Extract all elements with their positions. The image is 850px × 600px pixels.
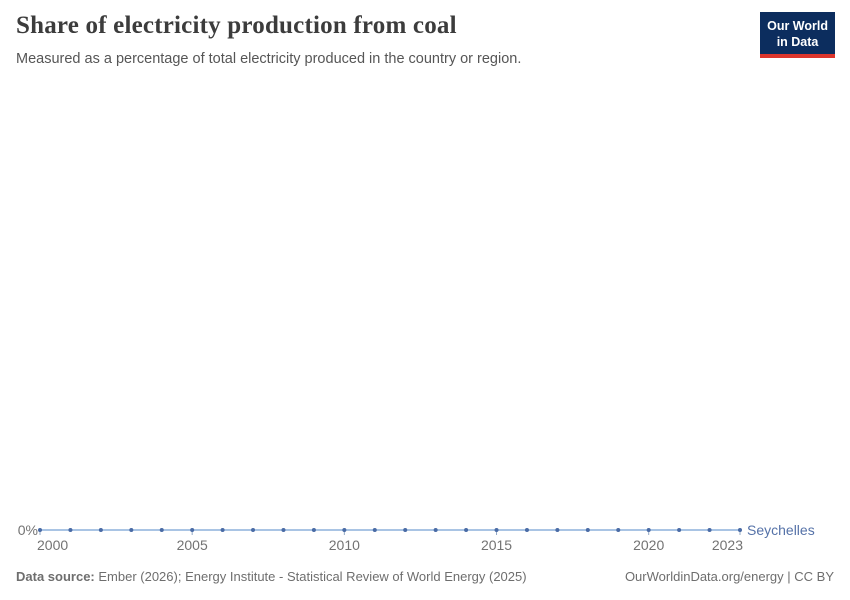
data-point [677, 528, 682, 532]
x-axis-tick [648, 530, 650, 535]
x-tick-label: 2010 [328, 537, 360, 553]
chart-subtitle: Measured as a percentage of total electr… [16, 51, 522, 67]
attribution-link[interactable]: OurWorldinData.org/energy | CC BY [624, 569, 834, 584]
data-point [190, 528, 195, 532]
data-point [129, 528, 134, 532]
data-point [555, 528, 560, 532]
data-point [738, 528, 742, 532]
owid-logo: Our World in Data [760, 12, 835, 58]
x-tick-label: 2005 [176, 537, 208, 553]
x-axis-tick [39, 530, 41, 535]
footer: Data source: Ember (2026); Energy Instit… [16, 569, 834, 585]
data-point [616, 528, 621, 532]
x-axis-tick [496, 530, 498, 535]
x-tick-label: 2023 [711, 537, 743, 553]
data-source-line[interactable]: Data source: Ember (2026); Energy Instit… [16, 569, 527, 585]
y-axis-label: 0% [17, 522, 38, 538]
data-point [98, 528, 103, 532]
x-tick-label: 2000 [37, 537, 69, 553]
data-point [342, 528, 347, 532]
data-source-label: Data source: [16, 569, 95, 584]
data-point [585, 528, 590, 532]
x-axis-tick [343, 530, 345, 535]
x-tick-label: 2015 [480, 537, 513, 553]
data-point [433, 528, 438, 532]
data-point [372, 528, 377, 532]
data-point [403, 528, 408, 532]
x-axis-tick [191, 530, 193, 535]
data-point [311, 528, 316, 532]
series-label[interactable]: Seychelles [747, 522, 815, 538]
data-point [494, 528, 499, 532]
data-source-text: Ember (2026); Energy Institute - Statist… [94, 569, 527, 584]
data-point [707, 528, 712, 532]
data-point [38, 528, 42, 532]
data-point [68, 528, 73, 532]
data-point [159, 528, 164, 532]
data-point [646, 528, 651, 532]
logo-text-line1: Our World [767, 19, 828, 33]
data-point [251, 528, 256, 532]
data-point [220, 528, 225, 532]
data-point [464, 528, 469, 532]
x-axis-tick [739, 530, 741, 535]
x-tick-label: 2020 [633, 537, 665, 553]
page-title: Share of electricity production from coa… [16, 12, 457, 39]
logo-text-line2: in Data [776, 35, 819, 49]
data-point [524, 528, 529, 532]
data-point [281, 528, 286, 532]
